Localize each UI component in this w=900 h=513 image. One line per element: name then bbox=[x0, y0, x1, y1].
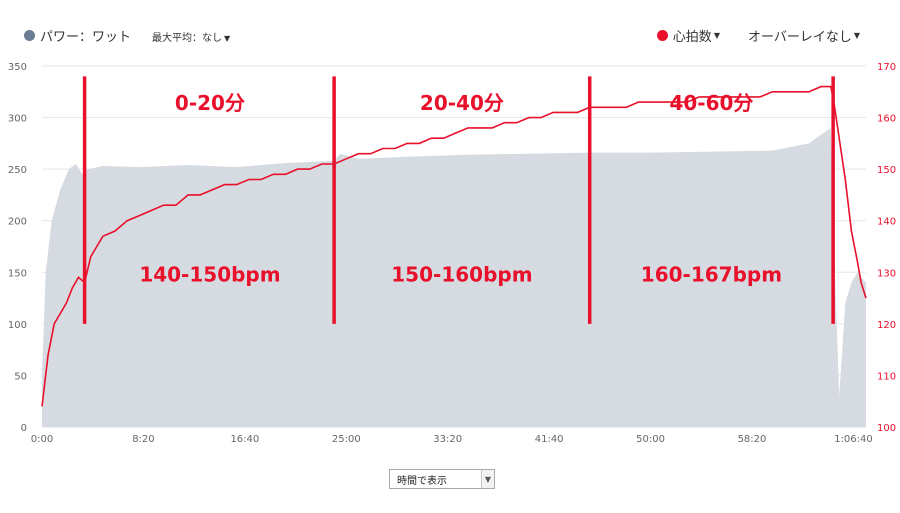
left-axis-tick-label: 150 bbox=[8, 268, 27, 279]
left-axis-tick-label: 350 bbox=[8, 62, 27, 73]
annotation-label: 140-150bpm bbox=[139, 262, 280, 286]
overlay-dropdown[interactable]: オーバーレイなし ▼ bbox=[748, 26, 860, 45]
annotation-label: 40-60分 bbox=[669, 91, 753, 115]
x-axis-tick-label: 0:00 bbox=[31, 434, 53, 445]
right-axis-tick-label: 140 bbox=[877, 217, 896, 228]
max-average-dropdown[interactable]: 最大平均：なし ▼ bbox=[152, 29, 230, 44]
right-axis-tick-label: 110 bbox=[877, 371, 896, 382]
x-axis-tick-label: 58:20 bbox=[738, 434, 767, 445]
chevron-down-icon[interactable]: ▼ bbox=[481, 470, 494, 488]
power-series-area bbox=[42, 127, 866, 428]
right-axis-tick-label: 150 bbox=[877, 165, 896, 176]
caret-down-icon: ▼ bbox=[224, 34, 231, 43]
max-average-label: 最大平均：なし bbox=[152, 33, 222, 44]
power-dot-icon bbox=[24, 30, 35, 41]
annotation-label: 150-160bpm bbox=[391, 262, 532, 286]
left-axis-tick-label: 200 bbox=[8, 217, 27, 228]
x-axis-tick-label: 50:00 bbox=[636, 434, 665, 445]
power-legend-label: パワー：ワット bbox=[40, 30, 132, 45]
left-axis-tick-label: 300 bbox=[8, 114, 27, 125]
x-axis-tick-label: 8:20 bbox=[132, 434, 154, 445]
heart-rate-legend-label: 心拍数 bbox=[672, 30, 712, 45]
legend-power[interactable]: パワー：ワット bbox=[24, 26, 131, 45]
right-axis-tick-label: 130 bbox=[877, 268, 896, 279]
overlay-label: オーバーレイなし bbox=[747, 30, 852, 45]
x-axis-tick-label: 25:00 bbox=[332, 434, 361, 445]
legend-right: 心拍数 ▼ オーバーレイなし ▼ bbox=[629, 26, 860, 45]
right-axis-tick-label: 100 bbox=[877, 423, 896, 434]
annotation-label: 0-20分 bbox=[175, 91, 245, 115]
caret-down-icon: ▼ bbox=[713, 31, 720, 40]
left-axis-tick-label: 50 bbox=[14, 371, 27, 382]
x-axis-tick-label: 16:40 bbox=[230, 434, 259, 445]
x-axis-tick-label: 41:40 bbox=[535, 434, 564, 445]
legend-heart-rate[interactable]: 心拍数 ▼ bbox=[656, 26, 720, 45]
left-axis-tick-label: 0 bbox=[21, 423, 27, 434]
right-axis-tick-label: 120 bbox=[877, 320, 896, 331]
annotation-label: 20-40分 bbox=[420, 91, 504, 115]
view-mode-value: 時間で表示 bbox=[397, 475, 447, 487]
left-axis-tick-label: 250 bbox=[8, 165, 27, 176]
left-axis-tick-label: 100 bbox=[8, 320, 27, 331]
chart-svg: 0 50 100 150 200 250 300 350 100 110 120 130 140 150 1… bbox=[8, 62, 896, 445]
caret-down-icon: ▼ bbox=[853, 31, 860, 40]
x-axis-tick-label: 33:20 bbox=[433, 434, 462, 445]
annotation-label: 160-167bpm bbox=[641, 262, 782, 286]
heart-rate-series-line bbox=[41, 85, 867, 407]
heart-rate-dot-icon bbox=[656, 30, 668, 41]
right-axis-tick-label: 170 bbox=[877, 62, 896, 73]
view-mode-select[interactable]: 時間で表示 ▼ bbox=[389, 469, 495, 489]
x-axis-tick-label: 1:06:40 bbox=[834, 434, 873, 445]
right-axis-tick-label: 160 bbox=[877, 114, 896, 125]
